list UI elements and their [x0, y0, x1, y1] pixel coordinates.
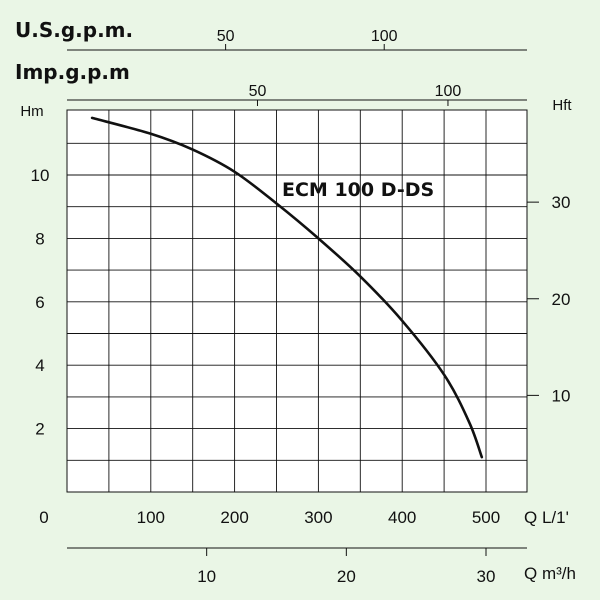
- series-label: ECM 100 D-DS: [282, 179, 434, 201]
- tick-label-head-m: 4: [35, 356, 44, 375]
- tick-label-imp-gpm: 100: [435, 83, 462, 100]
- axis-title-us-gpm: U.S.g.p.m.: [15, 18, 133, 42]
- tick-label-q-lmin: 500: [472, 508, 500, 527]
- tick-label-imp-gpm: 50: [249, 83, 267, 100]
- tick-label-head-m: 2: [35, 420, 44, 439]
- tick-label-q-lmin: 300: [304, 508, 332, 527]
- tick-label-head-m: 8: [35, 229, 44, 248]
- tick-label-q-m3h: 10: [197, 567, 216, 586]
- tick-label-head-ft: 30: [552, 193, 571, 212]
- tick-label-q-lmin: 100: [137, 508, 165, 527]
- axis-title-q-m3h: Q m³/h: [524, 564, 576, 583]
- tick-label-head-ft: 10: [552, 386, 571, 405]
- tick-label-head-m: 6: [35, 293, 44, 312]
- axes: [67, 44, 539, 556]
- axis-title-head-m: Hm: [20, 103, 43, 120]
- tick-label-us-gpm: 50: [217, 28, 235, 45]
- axis-title-q-lmin: Q L/1': [524, 508, 569, 527]
- tick-label-q-m3h: 20: [337, 567, 356, 586]
- series: [90, 116, 484, 459]
- grid: [66, 109, 528, 493]
- tick-label-q-lmin: 400: [388, 508, 416, 527]
- axis-title-head-ft: Hft: [552, 97, 572, 114]
- plot-area: [66, 109, 528, 493]
- axis-title-imp-gpm: Imp.g.p.m: [15, 60, 130, 84]
- series-line-curve: [90, 116, 484, 459]
- tick-label-head-ft: 20: [552, 290, 571, 309]
- tick-label-us-gpm: 100: [371, 28, 398, 45]
- tick-label-q-lmin: 200: [220, 508, 248, 527]
- tick-label-head-m: 10: [31, 166, 50, 185]
- tick-label-q-m3h: 30: [477, 567, 496, 586]
- tick-label-q-lmin: 0: [39, 508, 48, 527]
